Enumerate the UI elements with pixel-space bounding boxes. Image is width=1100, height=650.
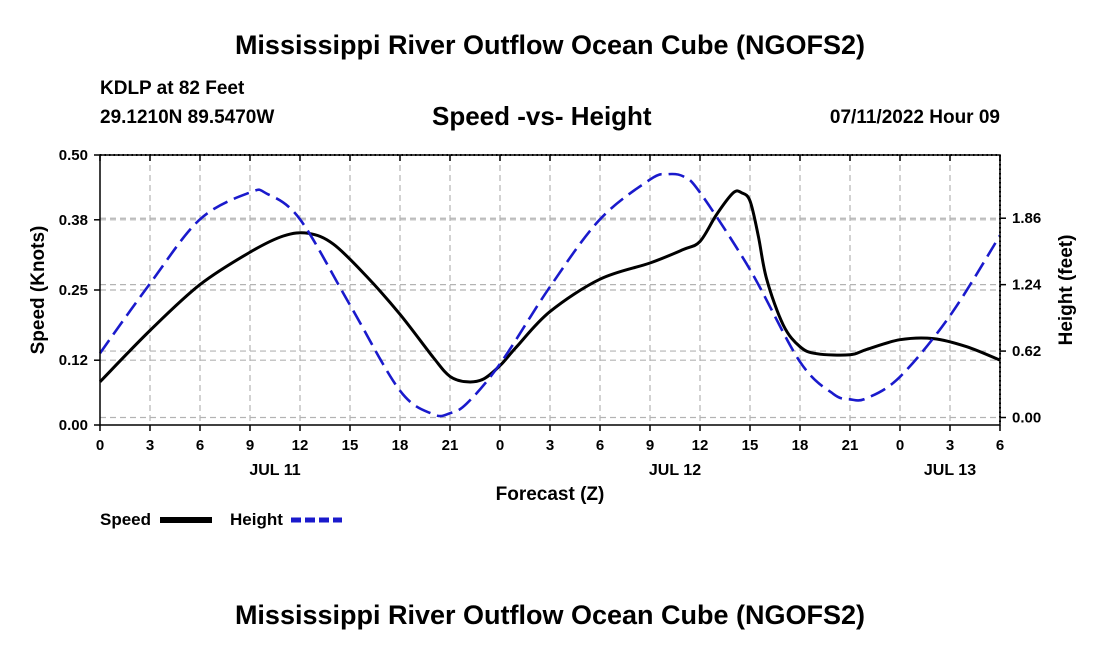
legend-height-label: Height [230,510,283,529]
station-coords: 29.1210N 89.5470W [100,107,275,128]
x-tick-label: 6 [196,437,204,454]
y-tick-label: 0.38 [59,212,88,229]
footer-title: Mississippi River Outflow Ocean Cube (NG… [234,600,866,630]
x-tick-label: 9 [646,437,654,454]
x-tick-label: 9 [246,437,254,454]
x-tick-label: 15 [342,437,359,454]
chart-subtitle: Speed -vs- Height [432,101,652,131]
x-tick-label: 3 [146,437,154,454]
main-title: Mississippi River Outflow Ocean Cube (NG… [234,30,866,60]
speed-series-line [98,189,1001,384]
x-tick-label: 3 [946,437,954,454]
legend-speed-label: Speed [100,510,151,529]
axes: 0 3 6 9 12 15 18 21 0 3 6 9 12 15 18 21 0 3 6 JUL 11 JUL 12 J… [59,147,1042,479]
station-label: KDLP at 82 Feet [100,78,245,99]
y-tick-label: 0.12 [59,352,88,369]
grid-lines [100,155,1000,425]
x-tick-label: 18 [792,437,809,454]
x-tick-label: 0 [96,437,104,454]
x-tick-label: 3 [546,437,554,454]
day-label: JUL 12 [649,462,701,479]
x-tick-label: 12 [292,437,309,454]
day-label: JUL 13 [924,462,976,479]
x-tick-label: 21 [842,437,859,454]
x-axis-label: Forecast (Z) [496,484,605,505]
y-tick-label: 0.25 [59,282,88,299]
y-tick-label: 0.00 [59,417,88,434]
x-tick-label: 18 [392,437,409,454]
y-tick-label: 0.50 [59,147,88,164]
x-tick-label: 21 [442,437,459,454]
forecast-timestamp: 07/11/2022 Hour 09 [829,107,1000,128]
y2-tick-label: 0.62 [1012,343,1041,360]
x-tick-label: 0 [896,437,904,454]
x-tick-label: 0 [496,437,504,454]
data-series [98,172,1002,418]
height-series-line [98,172,1002,418]
y2-tick-label: 1.86 [1012,210,1041,227]
day-label: JUL 11 [249,462,300,479]
y-axis-label: Speed (Knots) [28,226,49,355]
y2-tick-label: 0.00 [1012,410,1041,427]
y2-axis-label: Height (feet) [1056,235,1077,346]
x-tick-label: 12 [692,437,709,454]
y2-tick-label: 1.24 [1012,277,1042,294]
x-tick-label: 15 [742,437,759,454]
x-tick-label: 6 [596,437,604,454]
x-tick-label: 6 [996,437,1004,454]
